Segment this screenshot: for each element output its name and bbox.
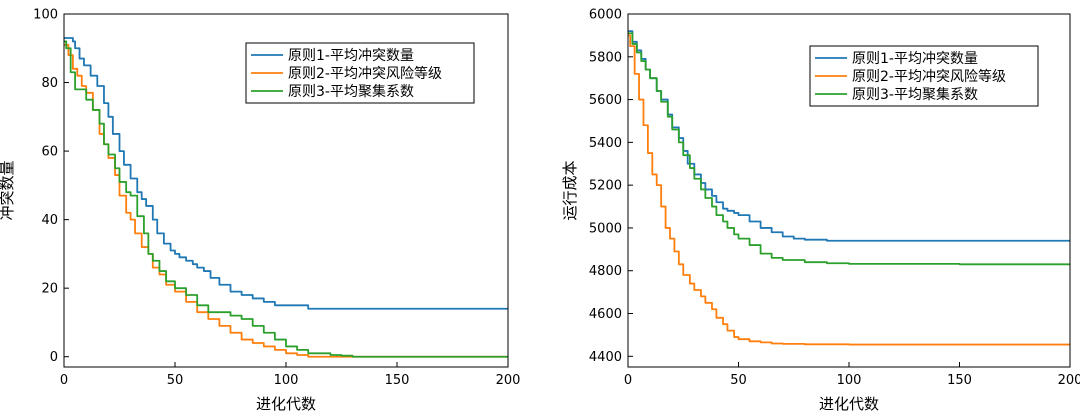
y-tick-label: 20	[41, 282, 58, 297]
y-tick-label: 5200	[589, 179, 622, 194]
y-axis-title: 冲突数量	[0, 160, 16, 220]
y-tick-label: 80	[41, 76, 58, 91]
y-tick-label: 5600	[589, 93, 622, 108]
x-tick-label: 150	[385, 373, 410, 388]
x-tick-label: 100	[274, 373, 299, 388]
legend-label-3: 原则3-平均聚集系数	[852, 86, 978, 103]
chart-conflict-count: 0 50 100 150 200 0 20 40 60 80 100 进化代数 冲突数量 原则1-平均冲突…	[0, 8, 520, 414]
series-line-1	[64, 37, 508, 310]
x-tick-label: 0	[624, 373, 632, 388]
x-tick-label: 0	[60, 373, 68, 388]
y-tick-label: 5400	[589, 136, 622, 151]
chart-running-cost: 0 50 100 150 200 4400 4600 4800 5000 5200 5400 5600…	[561, 8, 1080, 414]
y-tick-label: 5800	[589, 50, 622, 65]
x-tick-label: 50	[730, 373, 747, 388]
y-tick-label: 40	[41, 213, 58, 228]
x-tick-label: 200	[496, 373, 521, 388]
y-axis-title: 运行成本	[561, 160, 579, 220]
series-line-3	[628, 32, 1070, 266]
y-tick-label: 4600	[589, 307, 622, 322]
x-axis-title: 进化代数	[819, 395, 879, 413]
series-line-2	[628, 34, 1070, 346]
legend-label-2: 原则2-平均冲突风险等级	[288, 65, 442, 82]
legend-label-3: 原则3-平均聚集系数	[288, 83, 414, 100]
y-tick-label: 5000	[589, 221, 622, 236]
x-tick-label: 200	[1058, 373, 1080, 388]
y-tick-label: 100	[33, 8, 58, 23]
y-tick-label: 4400	[589, 350, 622, 365]
series-line-3	[64, 40, 508, 358]
y-tick-label: 4800	[589, 264, 622, 279]
x-tick-label: 100	[837, 373, 862, 388]
y-tick-label: 60	[41, 145, 58, 160]
legend-label-1: 原则1-平均冲突数量	[852, 51, 978, 67]
x-tick-label: 150	[947, 373, 972, 388]
x-tick-label: 50	[167, 373, 184, 388]
x-axis-title: 进化代数	[256, 395, 316, 413]
legend-label-1: 原则1-平均冲突数量	[288, 48, 414, 64]
legend-label-2: 原则2-平均冲突风险等级	[852, 68, 1006, 85]
y-tick-label: 6000	[589, 8, 622, 23]
y-tick-label: 0	[50, 350, 58, 365]
